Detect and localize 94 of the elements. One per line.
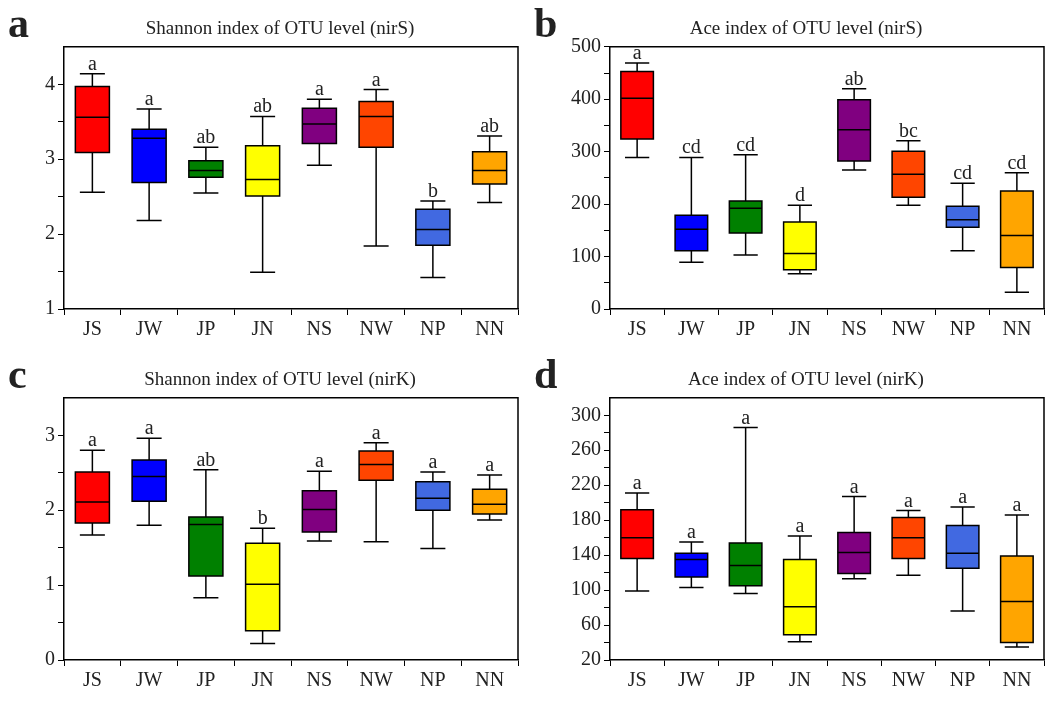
y-tick-label: 60 xyxy=(581,612,601,635)
x-tick-label: JS xyxy=(627,668,647,691)
annotation: bc xyxy=(898,118,918,141)
y-tick-label: 200 xyxy=(571,191,601,214)
y-tick-label: 3 xyxy=(45,146,55,169)
annotation: a xyxy=(632,471,642,494)
x-tick-label: NN xyxy=(475,668,505,691)
x-tick-label: NP xyxy=(420,317,446,340)
annotation: a xyxy=(314,77,324,100)
x-tick-label: NW xyxy=(891,317,926,340)
x-tick-label: NS xyxy=(841,668,867,691)
y-tick-label: 2 xyxy=(45,221,55,244)
y-tick-label: 0 xyxy=(45,647,55,670)
annotation: a xyxy=(686,520,696,543)
x-tick-label: JN xyxy=(251,668,274,691)
annotation: a xyxy=(903,488,913,511)
x-tick-label: JN xyxy=(788,317,811,340)
text: a xyxy=(8,0,29,46)
annotation: a xyxy=(144,416,154,439)
annotation: ab xyxy=(253,94,273,117)
y-tick-label: 1 xyxy=(45,296,55,319)
annotation: ab xyxy=(480,113,500,136)
y-tick-label: 300 xyxy=(571,138,601,161)
y-tick-label: 3 xyxy=(45,422,55,445)
x-tick-label: NP xyxy=(949,668,976,691)
x-tick-label: JP xyxy=(196,317,216,340)
x-tick-label: JN xyxy=(788,668,811,691)
x-tick-label: JS xyxy=(82,668,102,691)
text: d xyxy=(534,351,558,397)
y-tick-label: 1 xyxy=(45,572,55,595)
x-tick-label: JN xyxy=(251,317,274,340)
x-tick-label: JW xyxy=(135,317,163,340)
x-tick-label: NP xyxy=(420,668,446,691)
x-tick-label: NN xyxy=(1002,317,1032,340)
annotation: cd xyxy=(736,132,756,155)
annotation: a xyxy=(849,474,859,497)
annotation: cd xyxy=(953,161,973,184)
y-tick-label: 4 xyxy=(45,71,55,94)
x-tick-label: JW xyxy=(135,668,163,691)
text: c xyxy=(8,351,27,397)
y-tick-label: 2 xyxy=(45,497,55,520)
x-tick-label: NS xyxy=(306,668,333,691)
y-tick-label: 140 xyxy=(571,542,601,565)
annotation: a xyxy=(485,452,495,475)
annotation: a xyxy=(958,485,968,508)
x-tick-label: JP xyxy=(196,668,216,691)
x-tick-label: NP xyxy=(949,317,976,340)
x-tick-label: JP xyxy=(736,317,756,340)
annotation: ab xyxy=(844,66,864,89)
x-tick-label: JW xyxy=(678,317,705,340)
y-tick-label: 100 xyxy=(571,243,601,266)
annotation: a xyxy=(741,405,751,428)
annotation: ab xyxy=(196,447,216,470)
annotation: a xyxy=(632,41,642,64)
annotation: a xyxy=(144,86,154,109)
x-tick-label: NW xyxy=(359,317,393,340)
x-tick-label: NS xyxy=(306,317,333,340)
x-tick-label: JP xyxy=(736,668,756,691)
x-tick-label: NN xyxy=(475,317,505,340)
y-tick-label: 300 xyxy=(571,402,601,425)
annotation: a xyxy=(428,449,438,472)
annotation: a xyxy=(795,513,805,536)
x-tick-label: NS xyxy=(841,317,867,340)
y-tick-label: 220 xyxy=(571,472,601,495)
annotation: ab xyxy=(196,125,216,148)
x-tick-label: JW xyxy=(678,668,705,691)
annotation: d xyxy=(794,183,805,206)
annotation: b xyxy=(257,506,268,529)
annotation: b xyxy=(427,179,438,202)
y-tick-label: 400 xyxy=(571,86,601,109)
annotation: a xyxy=(87,51,97,74)
annotation: a xyxy=(371,420,381,443)
annotation: a xyxy=(371,67,381,90)
chart-title: Shannon index of OTU level (nirS) xyxy=(145,17,415,40)
chart-title: Ace index of OTU level (nirS) xyxy=(689,17,923,40)
text: b xyxy=(534,0,558,46)
y-tick-label: 100 xyxy=(571,577,601,600)
y-tick-label: 500 xyxy=(571,34,601,57)
annotation: a xyxy=(1012,492,1022,515)
y-tick-label: 0 xyxy=(591,296,601,319)
y-tick-label: 260 xyxy=(571,437,601,460)
chart-title: Shannon index of OTU level (nirK) xyxy=(144,368,416,391)
x-tick-label: NN xyxy=(1002,668,1032,691)
x-tick-label: JS xyxy=(82,317,102,340)
x-tick-label: NW xyxy=(359,668,393,691)
y-tick-label: 180 xyxy=(571,507,601,530)
x-tick-label: JS xyxy=(627,317,647,340)
annotation: cd xyxy=(1007,150,1027,173)
x-tick-label: NW xyxy=(891,668,926,691)
annotation: cd xyxy=(681,135,701,158)
y-tick-label: 20 xyxy=(581,647,601,670)
annotation: a xyxy=(314,449,324,472)
chart-title: Ace index of OTU level (nirK) xyxy=(688,368,924,391)
annotation: a xyxy=(87,428,97,451)
